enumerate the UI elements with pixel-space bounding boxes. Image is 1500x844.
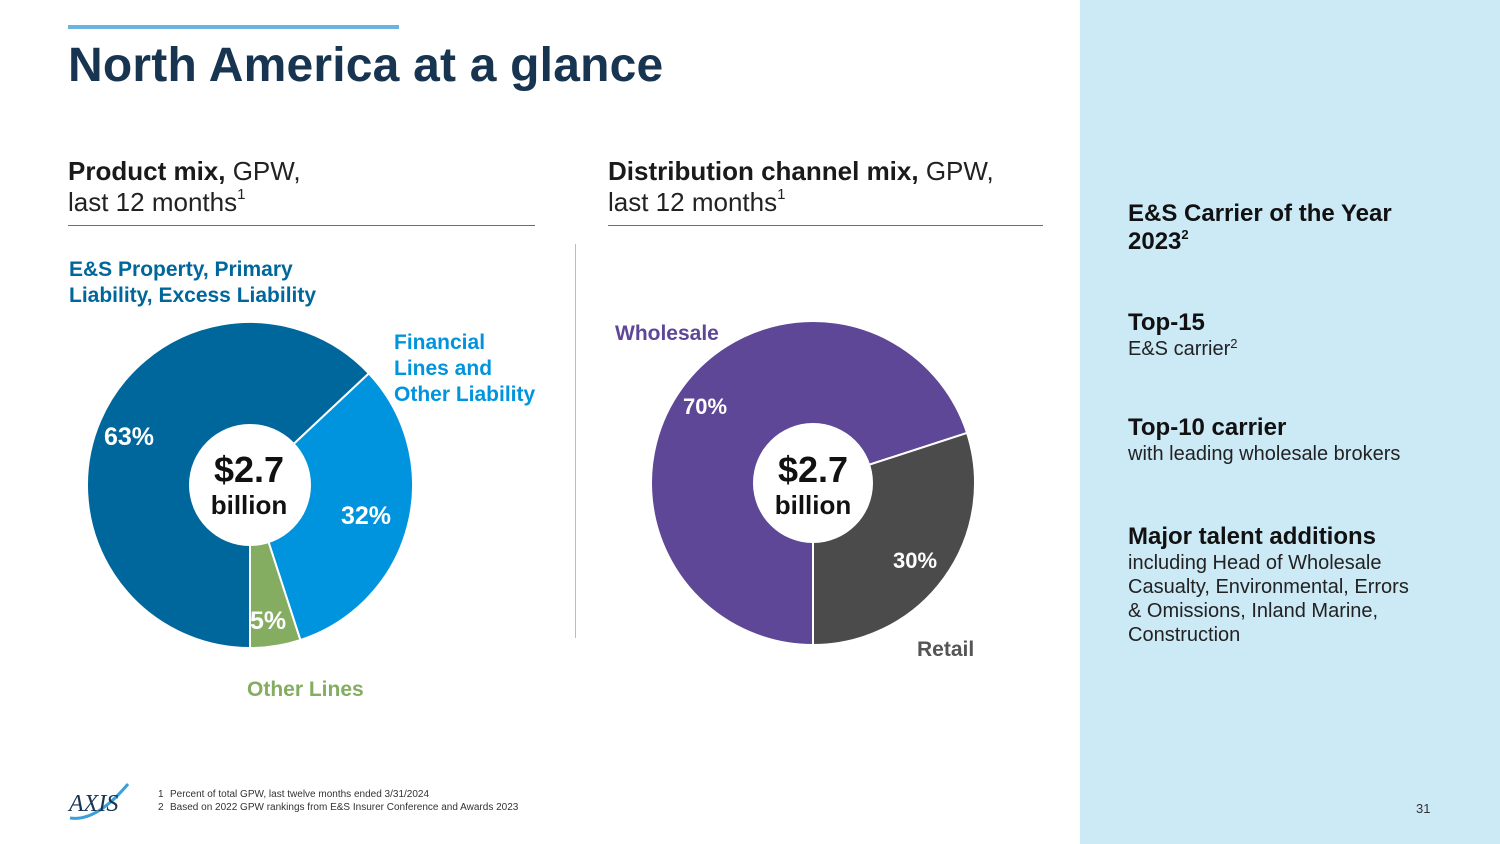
fact-talent-text: including Head of Wholesale Casualty, En…: [1128, 551, 1458, 647]
fact-carrier-of-year-line1: E&S Carrier of the Year: [1128, 200, 1392, 227]
distribution-mix-heading-bold: Distribution channel mix,: [608, 156, 919, 186]
footnote-1-num: 1: [158, 789, 164, 800]
footnotes: 1 Percent of total GPW, last twelve month…: [158, 788, 518, 814]
fact-top-15-text: E&S carrier2: [1128, 337, 1458, 361]
fact-carrier-of-year-line2: 2023: [1128, 228, 1182, 255]
legend-financial-lines-line2: Lines and: [394, 357, 493, 380]
legend-wholesale: Wholesale: [615, 322, 719, 345]
product-mix-heading-rest: GPW,: [225, 156, 301, 186]
legend-es-property: E&S Property, Primary Liability, Excess …: [69, 257, 316, 309]
legend-retail: Retail: [917, 638, 975, 661]
fact-talent: Major talent additions including Head of…: [1128, 523, 1458, 647]
distribution-mix-total-unit: billion: [774, 490, 852, 520]
product-mix-pie: [86, 321, 414, 650]
value-label-63: 63%: [104, 423, 155, 451]
fact-top-15-text-body: E&S carrier: [1128, 338, 1231, 360]
fact-talent-heading: Major talent additions: [1128, 523, 1377, 550]
product-slice-center-hole: [189, 424, 311, 546]
fact-top-15-heading: Top-15: [1128, 309, 1205, 336]
legend-financial-lines-line3: Other Liability: [394, 383, 536, 406]
page-number: 31: [1416, 801, 1431, 816]
distribution-mix-total-amount: $2.7: [777, 449, 849, 490]
fact-top-10: Top-10 carrier with leading wholesale br…: [1128, 414, 1458, 466]
distribution-mix-footnote-ref: 1: [777, 186, 786, 203]
product-mix-heading-line2: last 12 months: [68, 187, 238, 217]
legend-es-property-line2: Liability, Excess Liability: [69, 284, 317, 307]
fact-top-15-sup: 2: [1230, 336, 1238, 351]
distribution-mix-rule: [608, 225, 1043, 226]
value-label-32: 32%: [341, 502, 392, 530]
fact-talent-line2: Casualty, Environmental, Errors: [1128, 576, 1409, 598]
distribution-mix-heading-line2: last 12 months: [608, 187, 778, 217]
axis-logo: AXIS: [67, 783, 130, 820]
distribution-slice-center-hole: [753, 423, 873, 543]
fact-talent-line3: & Omissions, Inland Marine,: [1128, 600, 1379, 622]
fact-carrier-of-year-heading: E&S Carrier of the Year 20232: [1128, 200, 1458, 256]
fact-top-15: Top-15 E&S carrier2: [1128, 309, 1458, 361]
value-label-5: 5%: [250, 607, 287, 635]
product-mix-total: $2.7 billion: [189, 449, 309, 521]
fact-talent-line1: including Head of Wholesale: [1128, 552, 1382, 574]
product-mix-footnote-ref: 1: [237, 186, 246, 203]
fact-top-10-heading: Top-10 carrier: [1128, 414, 1287, 441]
page-title: North America at a glance: [68, 39, 664, 92]
fact-carrier-of-year-sup: 2: [1181, 227, 1189, 242]
distribution-mix-heading: Distribution channel mix, GPW, last 12 m…: [608, 156, 994, 218]
fact-carrier-of-year: E&S Carrier of the Year 20232: [1128, 200, 1458, 256]
footnote-2-text: Based on 2022 GPW rankings from E&S Insu…: [170, 802, 519, 813]
fact-top-10-text: with leading wholesale brokers: [1128, 443, 1401, 465]
product-mix-heading: Product mix, GPW, last 12 months1: [68, 156, 301, 218]
legend-es-property-line1: E&S Property, Primary: [69, 258, 293, 281]
value-label-30: 30%: [893, 548, 938, 573]
legend-financial-lines: Financial Lines and Other Liability: [394, 330, 535, 408]
product-mix-total-amount: $2.7: [213, 449, 285, 490]
footnote-1-text: Percent of total GPW, last twelve months…: [170, 789, 430, 800]
legend-financial-lines-line1: Financial: [394, 331, 486, 354]
title-accent-rule: [68, 25, 399, 29]
distribution-mix-heading-rest: GPW,: [918, 156, 994, 186]
axis-logo-text: AXIS: [67, 791, 118, 817]
footnote-2-num: 2: [158, 802, 164, 813]
axis-logo-swoosh: [69, 783, 130, 820]
product-mix-total-unit: billion: [210, 490, 288, 520]
product-mix-rule: [68, 225, 535, 226]
section-divider: [575, 244, 576, 638]
value-label-70: 70%: [683, 394, 728, 419]
legend-other-lines: Other Lines: [247, 678, 364, 701]
product-slice-2: [248, 372, 414, 642]
distribution-mix-pie: [650, 320, 976, 647]
footnote-2: 2 Based on 2022 GPW rankings from E&S Ins…: [158, 801, 518, 814]
footnote-1: 1 Percent of total GPW, last twelve month…: [158, 788, 518, 801]
product-mix-heading-bold: Product mix,: [68, 156, 226, 186]
fact-talent-line4: Construction: [1128, 624, 1241, 646]
distribution-mix-total: $2.7 billion: [753, 449, 873, 521]
highlights-sidebar: [1080, 0, 1500, 844]
